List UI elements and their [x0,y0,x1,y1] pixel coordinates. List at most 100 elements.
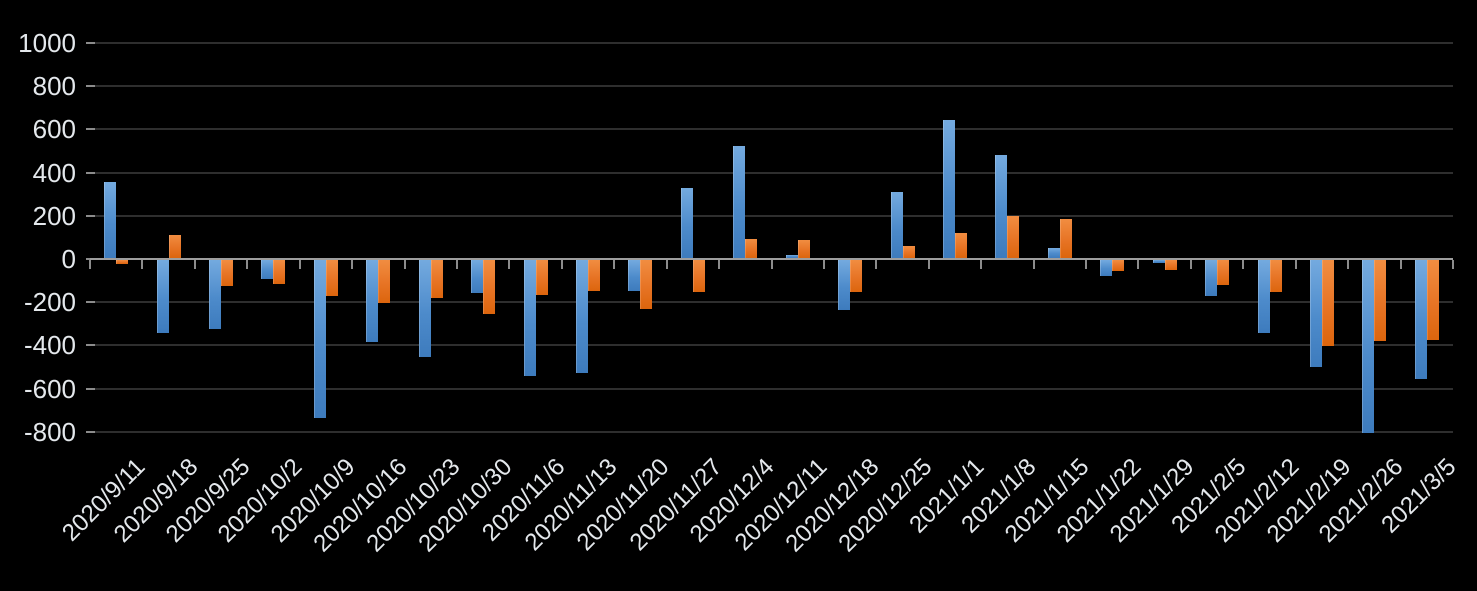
x-axis-tick [560,260,563,269]
x-axis-tick [613,260,616,269]
bar-blue [209,260,222,330]
bar-orange [378,260,391,304]
bar-blue [576,260,589,374]
bar-blue [1257,260,1270,334]
bar-orange [1426,260,1439,340]
bar-orange [273,260,286,284]
x-axis-tick [1242,260,1245,269]
bar-orange [1321,260,1334,347]
bar-blue [890,192,903,258]
y-axis-tick [86,301,95,304]
y-axis-label: 600 [32,114,76,145]
bar-orange [850,260,863,293]
bar-orange [1007,215,1020,258]
bar-blue [628,260,641,292]
bar-blue [838,260,851,310]
x-axis-tick [875,260,878,269]
bar-blue [418,260,431,358]
bar-orange [430,260,443,298]
bar-blue [785,254,798,258]
bar-orange [1164,260,1177,270]
bar-blue [1362,260,1375,433]
bar-orange [168,235,181,258]
x-axis-tick [141,260,144,269]
gridline [90,85,1453,88]
bar-orange [221,260,234,286]
bar-orange [483,260,496,314]
x-axis-line [90,258,1453,260]
bar-blue [1414,260,1427,379]
x-axis-tick [508,260,511,269]
x-axis-tick [718,260,721,269]
y-axis-label: 0 [61,244,76,274]
y-axis-tick [86,171,95,174]
bar-orange [1269,260,1282,293]
bar-orange [954,233,967,258]
bar-blue [680,187,693,258]
bar-blue [104,182,117,258]
gridline [90,128,1453,131]
y-axis-tick [86,214,95,217]
bar-orange [745,238,758,258]
bar-orange [1374,260,1387,341]
x-axis-tick [246,260,249,269]
y-axis-tick [86,85,95,88]
bar-blue [523,260,536,376]
y-axis-label: -400 [23,330,76,361]
x-axis-tick [1189,260,1192,269]
x-axis-tick [927,260,930,269]
bar-orange [325,260,338,296]
bar-orange [535,260,548,295]
bar-orange [640,260,653,309]
bar-blue [261,260,274,280]
x-axis-tick [980,260,983,269]
y-axis-label: -600 [23,373,76,404]
y-axis-label: 200 [32,200,76,231]
y-axis-tick [86,42,95,44]
bar-blue [1152,260,1165,264]
bar-blue [313,260,326,418]
x-axis-tick [822,260,825,269]
x-axis-tick [193,260,196,269]
x-axis-tick [1085,260,1088,269]
x-axis-tick [298,260,301,269]
x-axis-tick [1032,260,1035,269]
gridline [90,387,1453,390]
gridline [90,430,1453,433]
bar-blue [733,145,746,258]
bar-orange [1059,219,1072,258]
bar-blue [1205,260,1218,296]
x-axis-tick [351,260,354,269]
x-axis-tick [1294,260,1297,269]
x-axis-tick [89,260,91,269]
x-axis-tick [1347,260,1350,269]
x-axis-tick [1137,260,1140,269]
bar-orange [1217,260,1230,285]
gridline [90,214,1453,217]
gridline [90,171,1453,174]
bar-blue [942,119,955,258]
y-axis-tick [86,387,95,390]
bar-orange [692,260,705,293]
bar-blue [1047,248,1060,258]
bar-orange [902,246,915,258]
y-axis-label: -200 [23,287,76,318]
bar-orange [588,260,601,292]
gridline [90,301,1453,304]
y-axis-label: 800 [32,71,76,102]
y-axis-label: 400 [32,157,76,188]
x-axis-tick [770,260,773,269]
bar-blue [1309,260,1322,367]
x-axis-tick [665,260,668,269]
bar-orange [1112,260,1125,271]
bar-blue [366,260,379,343]
bar-blue [995,155,1008,258]
x-axis-tick [1399,260,1402,269]
y-axis-label: -800 [23,416,76,447]
y-axis-tick [86,128,95,131]
x-axis-tick [455,260,458,269]
gridline [90,344,1453,347]
bar-blue [471,260,484,294]
y-axis-tick [86,430,95,433]
